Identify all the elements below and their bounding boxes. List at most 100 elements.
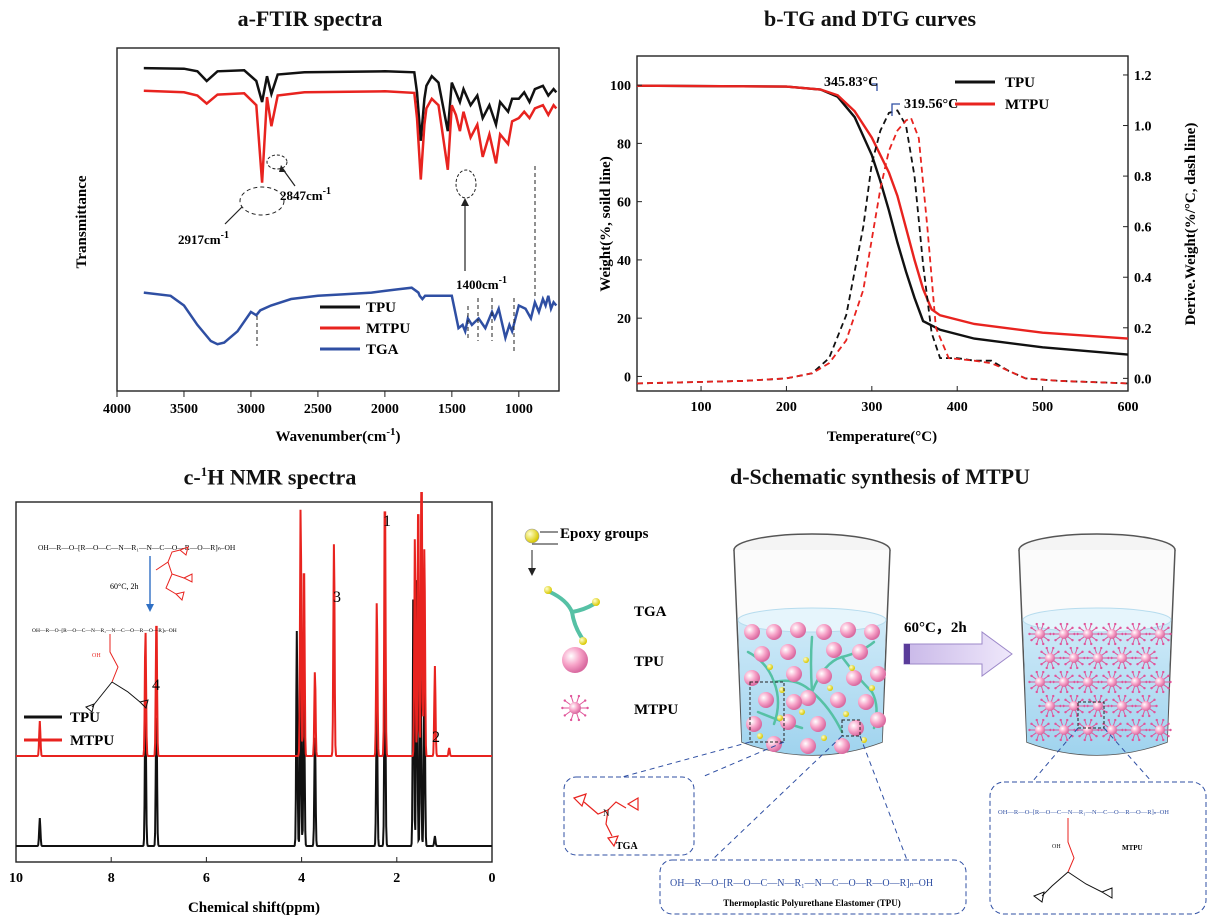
schematic-legend: Epoxy groups TGA TPU MTPU — [524, 526, 678, 722]
nmr-scheme-tpu-chain: OH—R—O‒[R—O—C—N—R₁—N—C—O—R—O—R]ₙ‒OH — [38, 543, 236, 552]
tg-xtick-label: 100 — [691, 400, 712, 415]
tg-peak-marker-1 — [872, 83, 878, 91]
epoxy-dot — [843, 711, 849, 717]
panel-a-title: a-FTIR spectra — [237, 6, 383, 31]
tpu-box-formula: OH—R—O‒[R—O—C—N—R₁—N—C—O—R—O—R]ₙ‒OH — [670, 878, 933, 889]
nmr-scheme-mtpu-chain: OH—R—O‒[R—O—C—N—R₁—N—C—O—R—O—R]ₙ‒OH — [32, 628, 177, 634]
nmr-xlabel: Chemical shift(ppm) — [188, 900, 320, 916]
tg-ylabel-right: Derive.Weight(%/°C, dash line) — [1183, 123, 1199, 326]
tpu-particle — [800, 690, 816, 706]
tpu-structure-box: OH—R—O‒[R—O—C—N—R₁—N—C—O—R—O—R]ₙ‒OH Ther… — [659, 859, 967, 915]
nmr-chart: 10 8 6 4 2 0 1 2 3 4 OH—R—O‒[R—O—C—N—R₁—N—C—O… — [9, 492, 496, 916]
ftir-chart: 4000 3500 3000 2500 2000 1500 1000 2917cm-1 28… — [74, 47, 560, 445]
tg-peak-label-1: 345.83°C — [824, 75, 878, 90]
mtpu-particle — [1062, 694, 1086, 718]
epoxy-dot — [869, 685, 875, 691]
nmr-legend: TPU MTPU — [24, 710, 114, 749]
mtpu-particle-icon — [561, 694, 589, 722]
mtpu-particle — [1100, 670, 1124, 694]
ftir-legend-mtpu: MTPU — [366, 321, 410, 337]
zoom-lines — [621, 727, 1153, 861]
tga-chain — [809, 635, 814, 694]
legend-epoxy-label: Epoxy groups — [560, 526, 649, 542]
mtpu-particle — [1148, 718, 1172, 742]
tpu-particle — [790, 622, 806, 638]
tg-xtick-label: 400 — [947, 400, 968, 415]
ftir-arrowhead-1400 — [461, 198, 469, 206]
tpu-box-name: Thermoplastic Polyurethane Elastomer (TP… — [723, 898, 900, 908]
tg-series-tpu-dash — [636, 109, 1129, 385]
tg-ytick-right-label: 1.0 — [1134, 120, 1152, 135]
nmr-peak-label-4: 4 — [152, 677, 160, 694]
tga-molecule-icon — [155, 546, 193, 601]
ftir-legend-tga: TGA — [366, 342, 399, 358]
legend-down-arrowhead — [528, 568, 536, 576]
mtpu-particle — [1028, 718, 1052, 742]
tpu-particle — [758, 692, 774, 708]
tg-legend-tpu: TPU — [1005, 75, 1035, 91]
tga-epoxy-dot-2 — [592, 598, 600, 606]
ftir-xtick-label: 3500 — [170, 402, 198, 417]
tga-box-n: N — [603, 808, 610, 818]
mtpu-particle — [1100, 718, 1124, 742]
epoxy-dot — [827, 685, 833, 691]
mtpu-particle — [1038, 646, 1062, 670]
mtpu-particle — [1124, 670, 1148, 694]
epoxy-group-icon — [524, 528, 540, 544]
tpu-particle — [826, 642, 842, 658]
tpu-particle — [840, 622, 856, 638]
tpu-particle — [870, 712, 886, 728]
ftir-xlabel: Wavenumber(cm-1) — [276, 426, 401, 445]
beaker1-zoom-box-2 — [841, 719, 861, 737]
tg-ytick-left-label: 100 — [610, 79, 631, 94]
tga-box-frame — [563, 776, 695, 856]
mtpu-particle — [1134, 694, 1158, 718]
ftir-xtick-label: 3000 — [237, 402, 265, 417]
panel-c-title: c-1H NMR spectra — [120, 464, 420, 490]
tg-legend-mtpu: MTPU — [1005, 97, 1049, 113]
epoxy-dot — [861, 737, 867, 743]
tpu-box-frame — [659, 859, 967, 915]
reaction-arrow-tail — [904, 644, 910, 664]
mtpu-box-formula: OH—R—O‒[R—O—C—N—R₁—N—C—O—R—O—R]ₙ‒OH — [998, 809, 1169, 816]
mtpu-particle — [1062, 646, 1086, 670]
tga-box-label: TGA — [616, 841, 638, 852]
tpu-particle — [744, 624, 760, 640]
tg-ytick-left-label: 0 — [624, 370, 631, 385]
ftir-dash-markers — [256, 166, 536, 351]
beaker1-water-surface — [737, 607, 887, 633]
tpu-particle — [786, 666, 802, 682]
nmr-series-group — [16, 492, 492, 847]
nmr-legend-tpu: TPU — [70, 710, 100, 726]
tpu-particle — [744, 670, 760, 686]
tpu-particle — [754, 646, 770, 662]
tga-molecule-legend-icon — [548, 590, 596, 640]
tg-series-mtpu-dash — [636, 116, 1129, 385]
nmr-xtick-label: 6 — [203, 871, 210, 886]
epoxy-dot — [821, 735, 827, 741]
panel-c-title-suffix: H NMR spectra — [207, 464, 357, 490]
legend-tpu-label: TPU — [634, 654, 664, 670]
legend-tga-label: TGA — [634, 604, 667, 620]
synthesis-schematic: Epoxy groups TGA TPU MTPU 60°C，2h — [524, 526, 1207, 915]
mtpu-particle — [1124, 622, 1148, 646]
mtpu-structure-box: OH—R—O‒[R—O—C—N—R₁—N—C—O—R—O—R]ₙ‒OH OH M… — [989, 781, 1207, 915]
tga-epoxy-dot-1 — [544, 586, 552, 594]
mtpu-particle — [1148, 622, 1172, 646]
ftir-xtick-label: 2000 — [371, 402, 399, 417]
mtpu-particle — [1052, 670, 1076, 694]
tpu-particle — [858, 694, 874, 710]
nmr-peak-label-3: 3 — [333, 589, 341, 606]
reaction-arrow: 60°C，2h — [903, 620, 1013, 677]
ftir-arrow-2917 — [224, 206, 243, 225]
mtpu-particle — [1028, 622, 1052, 646]
tg-ytick-right-label: 0.6 — [1134, 221, 1152, 236]
mtpu-particle — [1134, 646, 1158, 670]
ftir-xtick-label: 4000 — [103, 402, 131, 417]
tg-series-group — [636, 84, 1129, 385]
tg-peak-label-2: 319.56°C — [904, 97, 958, 112]
ftir-legend: TPU MTPU TGA — [320, 300, 410, 358]
nmr-xtick-label: 8 — [108, 871, 115, 886]
epoxy-dot — [777, 715, 783, 721]
reaction-arrow-shape — [903, 631, 1013, 677]
